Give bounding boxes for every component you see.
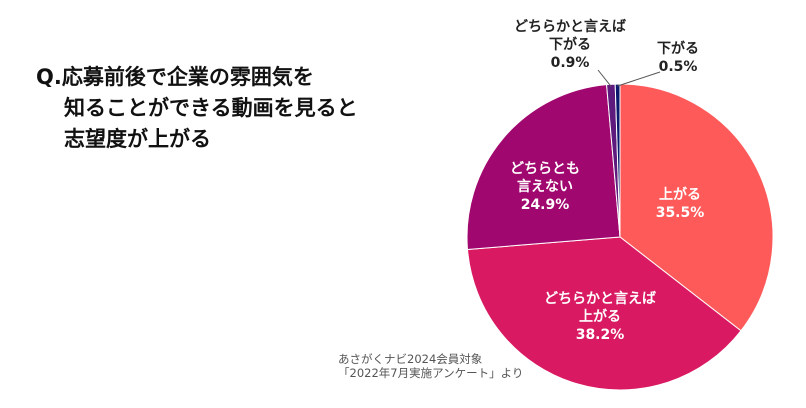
slice-value-label: 38.2%	[575, 327, 625, 343]
slice-label-1: どちらかと言えば 上がる 38.2%	[525, 290, 675, 344]
slice-value-label: 0.9%	[550, 55, 590, 71]
slice-value-label: 35.5%	[655, 205, 705, 221]
slice-label-0: 上がる 35.5%	[640, 186, 720, 222]
slice-value-label: 24.9%	[520, 197, 570, 213]
pie-slice-2	[466, 84, 621, 251]
slice-label-text: 言えない	[517, 179, 573, 195]
pie-slice-1	[466, 236, 742, 391]
slice-label-text: 上がる	[659, 187, 701, 203]
slice-value-label: 0.5%	[658, 59, 698, 75]
slice-label-text: どちらかと言えば	[544, 291, 656, 307]
question-line-1: Q.応募前後で企業の雰囲気を	[36, 65, 314, 89]
leader-line-4	[617, 71, 661, 87]
slice-label-text: 下がる	[549, 37, 591, 53]
slice-label-text: 上がる	[579, 309, 621, 325]
pie-slice-0	[619, 83, 774, 332]
question-line-2: 知ることができる動画を見ると	[64, 96, 358, 120]
slice-label-4: 下がる 0.5%	[648, 40, 708, 76]
question-line-3: 志望度が上がる	[64, 127, 211, 151]
slice-label-text: どちらとも	[510, 161, 580, 177]
slice-label-text: どちらかと言えば	[514, 19, 626, 35]
source-note-line-2: 「2022年7月実施アンケート」より	[338, 366, 524, 380]
question-title: Q.応募前後で企業の雰囲気を 知ることができる動画を見ると 志望度が上がる	[36, 62, 358, 155]
pie-slice-4	[614, 83, 621, 238]
slice-label-text: 下がる	[657, 41, 699, 57]
source-note: あさがくナビ2024会員対象 「2022年7月実施アンケート」より	[338, 352, 523, 380]
slice-label-2: どちらとも 言えない 24.9%	[490, 160, 600, 214]
source-note-line-1: あさがくナビ2024会員対象	[338, 352, 483, 366]
slice-label-3: どちらかと言えば 下がる 0.9%	[500, 18, 640, 72]
leader-line-3	[597, 69, 612, 87]
